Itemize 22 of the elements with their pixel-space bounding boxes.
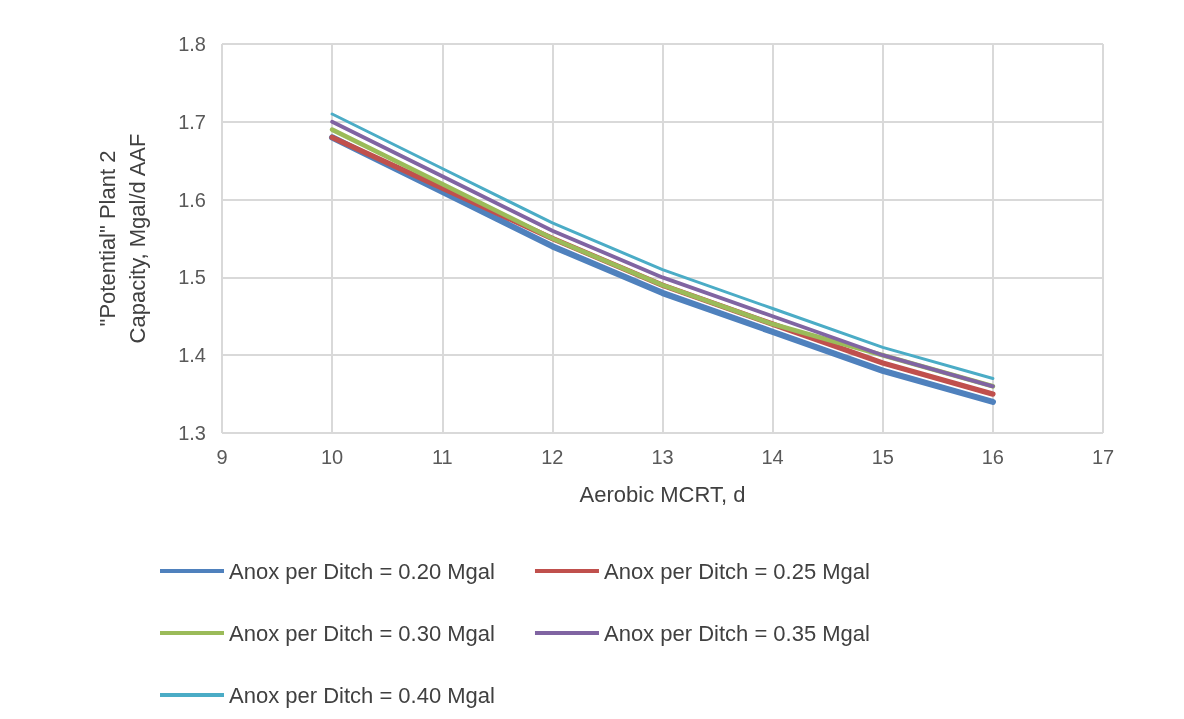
x-tick-label: 14 xyxy=(761,446,784,468)
legend-label: Anox per Ditch = 0.30 Mgal xyxy=(229,620,495,646)
x-axis-title: Aerobic MCRT, d xyxy=(579,481,746,507)
x-tick-label: 13 xyxy=(651,446,674,468)
y-tick-label: 1.8 xyxy=(178,33,206,55)
y-axis-title: "Potential" Plant 2 Capacity, Mgal/d AAF xyxy=(94,133,150,344)
legend-label: Anox per Ditch = 0.35 Mgal xyxy=(603,620,870,646)
legend-label: Anox per Ditch = 0.25 Mgal xyxy=(603,558,870,584)
x-tick-label: 15 xyxy=(871,446,894,468)
legend-label: Anox per Ditch = 0.40 Mgal xyxy=(229,682,495,708)
x-tick-label: 12 xyxy=(541,446,564,468)
y-tick-label: 1.3 xyxy=(178,422,206,444)
x-tick-label: 17 xyxy=(1091,446,1115,468)
legend-label: Anox per Ditch = 0.20 Mgal xyxy=(229,558,495,584)
y-tick-label: 1.5 xyxy=(178,266,206,289)
x-tick-label: 9 xyxy=(216,446,228,468)
x-tick-label: 16 xyxy=(981,446,1004,468)
x-tick-label: 10 xyxy=(321,446,344,468)
x-tick-label: 11 xyxy=(431,446,453,468)
y-tick-label: 1.4 xyxy=(178,344,206,367)
y-tick-label: 1.6 xyxy=(178,188,206,211)
y-tick-label: 1.7 xyxy=(178,110,206,133)
